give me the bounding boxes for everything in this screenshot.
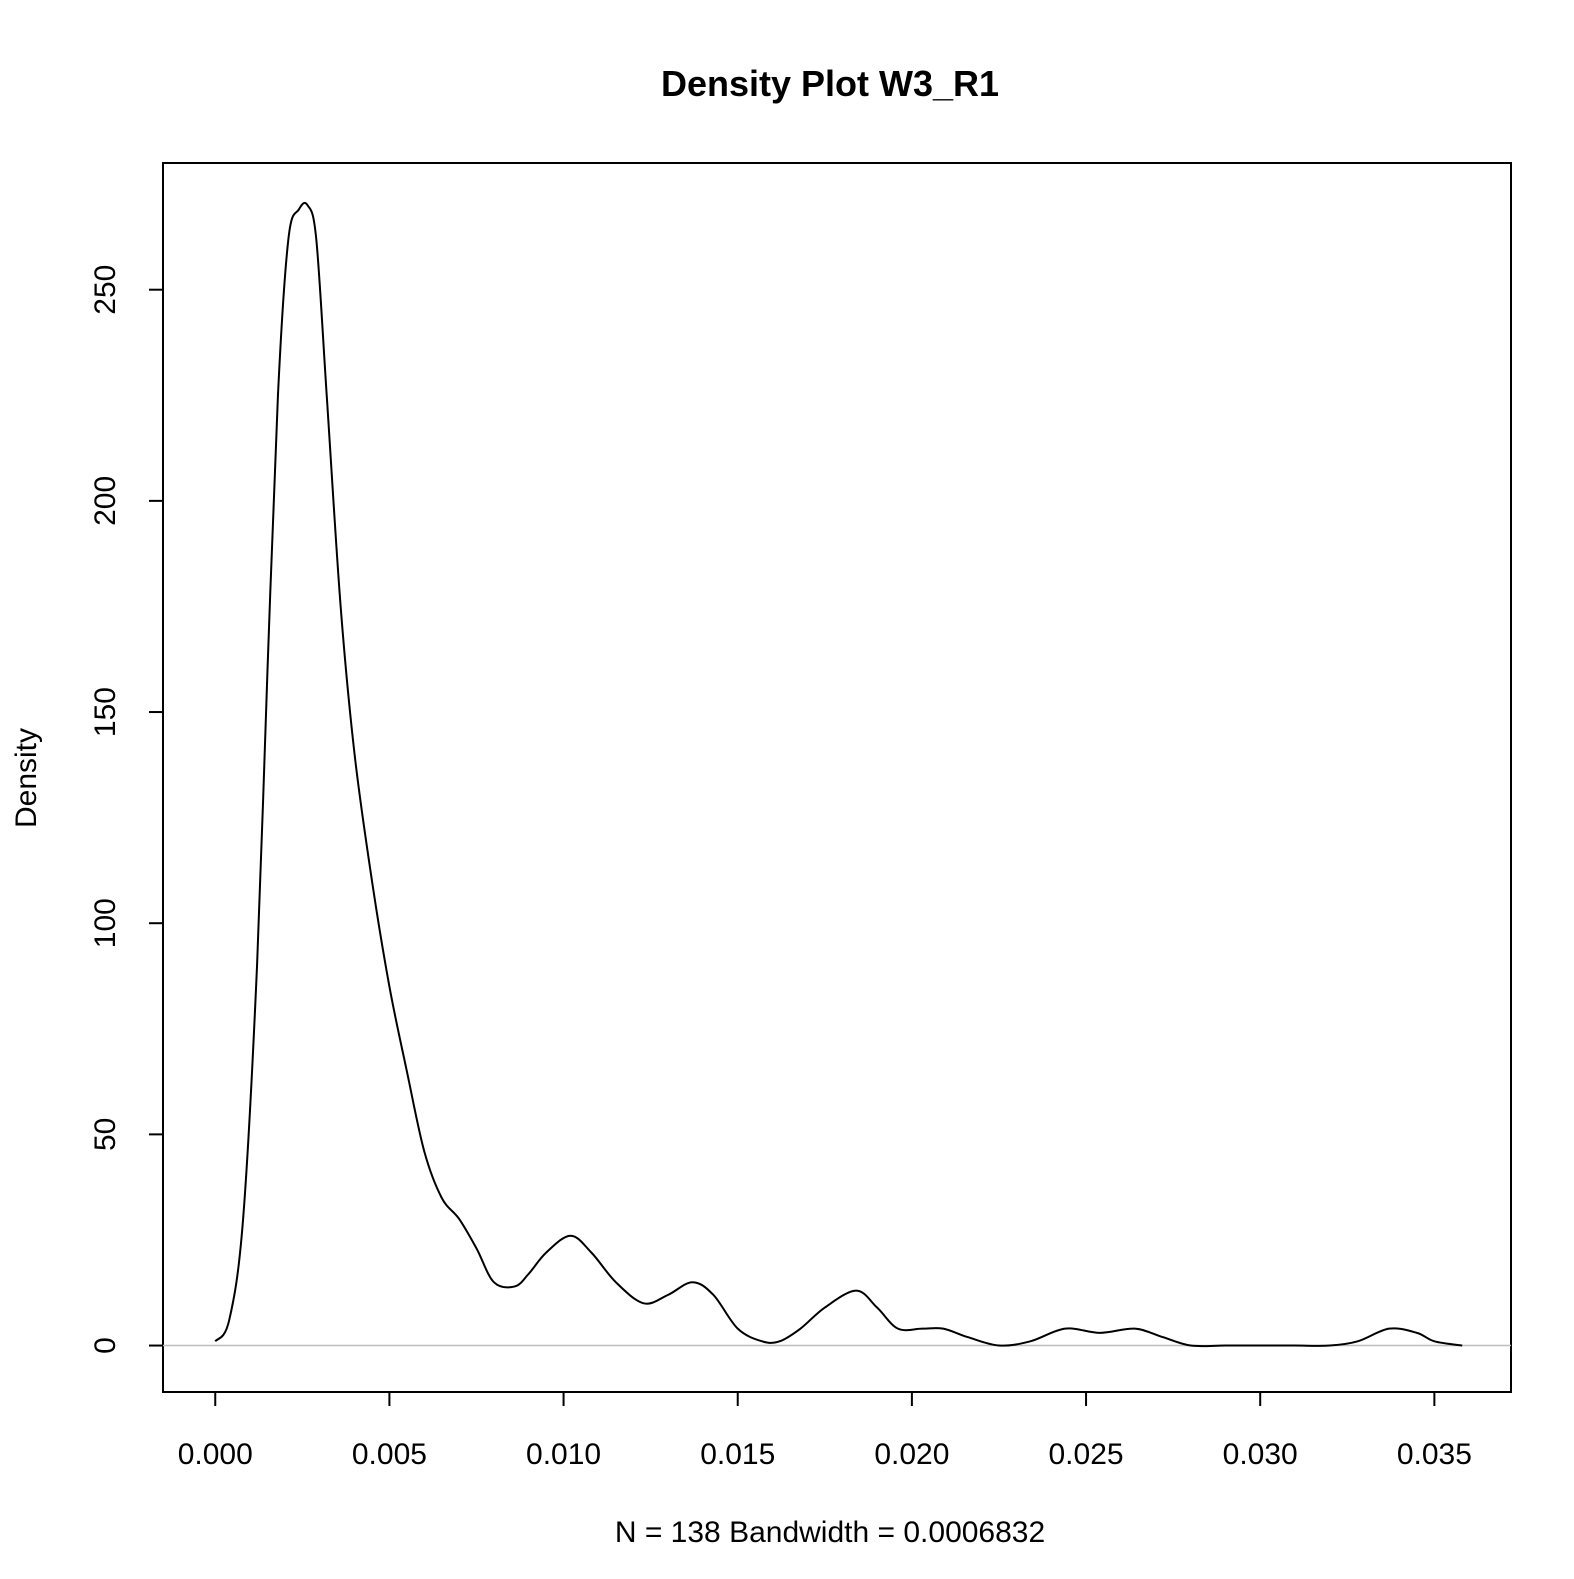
x-tick-label: 0.005 [352, 1438, 427, 1471]
y-tick-label: 150 [89, 687, 122, 737]
y-tick-label: 50 [89, 1118, 122, 1151]
density-curve [214, 201, 1463, 1348]
x-tick-label: 0.000 [178, 1438, 253, 1471]
chart-title: Density Plot W3_R1 [661, 63, 999, 104]
y-tick-label: 0 [89, 1337, 122, 1354]
x-tick-label: 0.030 [1223, 1438, 1298, 1471]
x-axis: 0.000 0.005 0.010 0.015 0.020 0.025 0.030 0.035 [178, 1391, 1472, 1471]
y-axis-label: Density [10, 728, 43, 828]
y-tick-label: 250 [89, 265, 122, 315]
x-tick-label: 0.015 [700, 1438, 775, 1471]
plot-frame [162, 162, 1512, 1393]
x-tick-label: 0.010 [526, 1438, 601, 1471]
x-tick-label: 0.035 [1397, 1438, 1472, 1471]
y-axis: 0 50 100 150 200 250 [89, 265, 164, 1354]
y-tick-label: 200 [89, 476, 122, 526]
x-tick-label: 0.025 [1049, 1438, 1124, 1471]
x-axis-label: N = 138 Bandwidth = 0.0006832 [615, 1516, 1045, 1549]
x-tick-label: 0.020 [874, 1438, 949, 1471]
y-tick-label: 100 [89, 898, 122, 948]
